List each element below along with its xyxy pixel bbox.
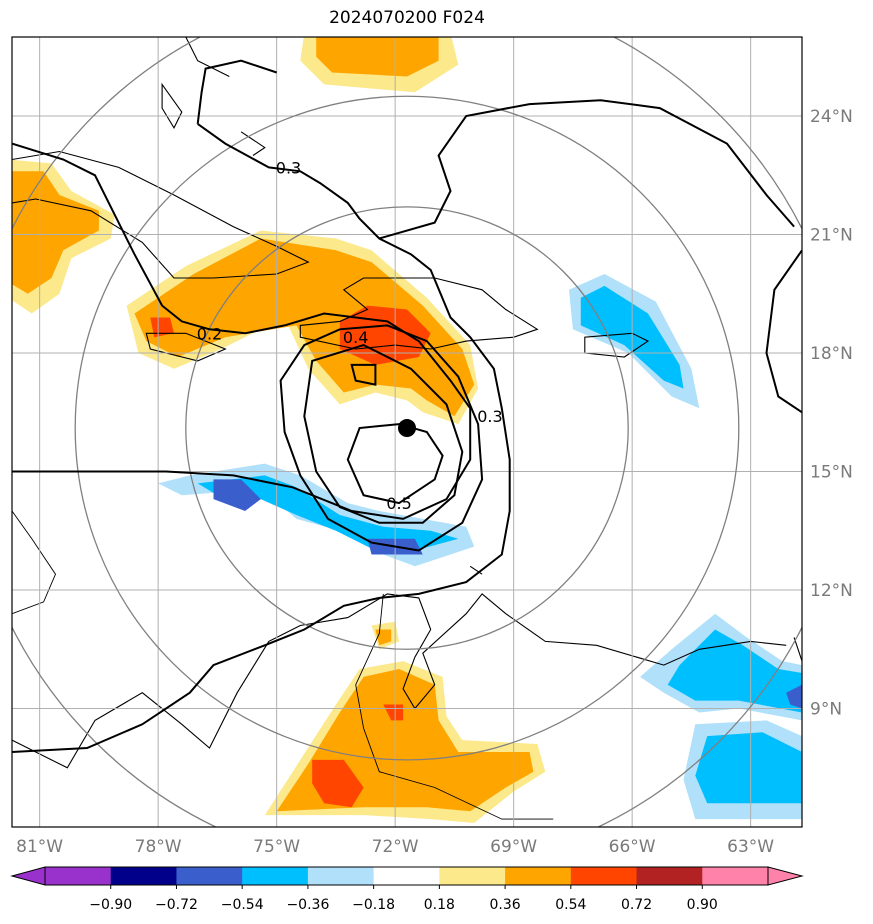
contour-0.5 [303,344,464,524]
lat-tick-label: 24°N [810,107,853,127]
lon-tick-label: 81°W [16,837,63,857]
coastline-layer [12,37,802,820]
colorbar-extend-min [10,866,46,886]
coast-puerto-rico [584,332,650,358]
coast-central-america [12,510,57,615]
neg-central-band-2 [213,479,261,511]
colorbar-swatch [110,867,177,885]
contour-0.3-upper [196,59,278,125]
neg-southeast-band-2 [786,684,802,709]
colorbar-tick-label: −0.36 [286,897,329,913]
pos-north-top-band-1 [316,37,439,77]
contour-0.4-small [350,363,377,386]
colorbar-extend-max [767,866,804,886]
lon-tick-label: 75°W [253,837,300,857]
coast-trinidad [793,637,802,662]
colorbar-swatch [439,867,506,885]
contour-labels: 0.3 0.2 0.3 0.5 0.4 [197,158,503,513]
colorbar-swatch [505,867,572,885]
storm-center-layer [398,419,416,438]
colorbar-tick-label: −0.72 [155,897,198,913]
pos-cuba-band-1 [12,171,99,294]
coast-south-america [12,593,787,769]
colorbar-tick-label: 0.90 [687,897,718,913]
colorbar-tick-label: 0.72 [621,897,652,913]
anomaly-fill-layer [12,37,802,823]
colorbar-swatch [176,867,243,885]
colorbar-swatch [702,867,769,885]
colorbar-swatch [373,867,440,885]
colorbar-tick-label: 0.54 [555,897,586,913]
colorbar-swatch [636,867,703,885]
range-ring-2 [74,95,740,761]
coast-aruba [469,565,483,575]
lon-tick-label: 63°W [727,837,774,857]
lat-tick-label: 15°N [810,463,853,483]
pos-jamaica-band-3 [150,317,174,338]
lon-tick-label: 72°W [372,837,419,857]
contour-label: 0.3 [276,158,301,177]
neg-central-band-1 [197,475,459,551]
contour-label: 0.2 [197,324,222,343]
pos-colombia-band-4 [312,759,364,808]
colorbar-tick-label: −0.90 [89,897,132,913]
colorbar-swatch [242,867,309,885]
coast-cuba [12,150,310,279]
pos-jamaica-band-2 [339,305,431,365]
colorbar-swatch [45,867,112,885]
coast-hispaniola [299,277,539,350]
lat-lon-gridlines [12,37,802,827]
border-colombia-venezuela [355,593,554,820]
pos-jamaica-band-1 [134,238,475,417]
coast-bahamas-2 [161,82,183,130]
colorbar: −0.90 −0.72 −0.54 −0.36 −0.18 0.18 0.36 0.54 0.7… [10,866,804,913]
contour-label: 0.4 [343,328,368,347]
lat-tick-label: 18°N [810,344,853,364]
neg-southeast-band-1 [667,629,802,713]
contour-label: 0.3 [477,407,502,426]
lat-tick-label: 12°N [810,581,853,601]
lon-tick-label: 66°W [609,837,656,857]
colorbar-tick-label: −0.54 [221,897,264,913]
colorbar-swatch [307,867,375,885]
lat-tick-label: 9°N [810,700,842,720]
colorbar-tick-label: −0.18 [352,897,395,913]
axis-labels: 81°W 78°W 75°W 72°W 69°W 66°W 63°W 24°N 21°N 18°N… [16,107,853,857]
map-title: 2024070200 F024 [329,8,485,28]
contour-0.3-large [12,123,511,753]
colorbar-swatch [570,867,638,885]
coast-bahamas-1 [185,37,230,77]
range-ring-1 [185,206,629,650]
contour-0.3-east-lobe [765,249,802,414]
lat-tick-label: 21°N [810,226,853,246]
contour-lines [12,59,802,753]
contour-0.4 [279,324,484,552]
coast-jamaica [145,332,227,362]
neg-southeast-band-4 [695,732,802,804]
lon-tick-label: 69°W [490,837,537,857]
colorbar-tick-label: 0.36 [490,897,521,913]
contour-0.6 [346,423,444,505]
map-frame [11,36,803,828]
coast-bahamas-3 [240,131,266,156]
contour-0.3-east [379,99,795,240]
storm-center-marker [398,419,416,438]
lon-tick-label: 78°W [135,837,182,857]
contour-label: 0.5 [386,494,411,513]
colorbar-outline [44,866,769,886]
colorbar-tick-label: 0.18 [424,897,455,913]
range-rings [12,37,802,827]
